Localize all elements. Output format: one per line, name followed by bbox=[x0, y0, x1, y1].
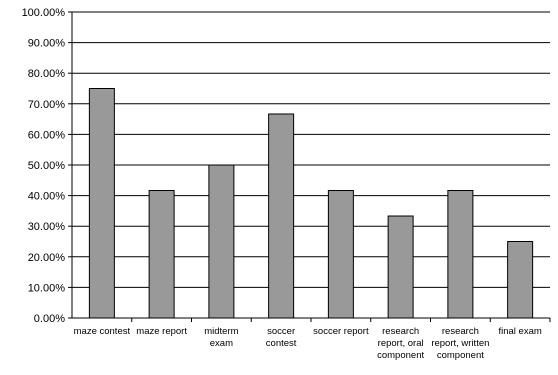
x-category-label-line: midterm bbox=[204, 326, 238, 337]
x-category-label: soccer report bbox=[313, 326, 369, 337]
x-category-label-line: component bbox=[437, 350, 484, 361]
x-category-label: research report, oral component bbox=[377, 326, 424, 361]
x-category-label-line: research bbox=[382, 326, 419, 337]
x-category-label: maze report bbox=[136, 326, 187, 337]
x-category-label-line: report, written bbox=[431, 338, 489, 349]
x-category-label-line: contest bbox=[266, 338, 297, 349]
bar bbox=[507, 241, 534, 319]
bar bbox=[88, 88, 115, 319]
x-category-label: research report, written component bbox=[431, 326, 489, 361]
y-tick-label: 30.00% bbox=[28, 221, 66, 233]
y-tick-label: 20.00% bbox=[28, 252, 66, 264]
x-category-label-line: final exam bbox=[498, 326, 541, 337]
bar bbox=[148, 189, 175, 319]
x-category-label-line: maze report bbox=[136, 326, 187, 337]
y-tick-label: 100.00% bbox=[22, 7, 66, 19]
x-category-label-line: component bbox=[377, 350, 424, 361]
bar bbox=[327, 189, 354, 319]
x-category-label: final exam bbox=[498, 326, 541, 337]
bar bbox=[447, 189, 474, 319]
y-tick-label: 40.00% bbox=[28, 191, 66, 203]
x-category-label: maze contest bbox=[74, 326, 131, 337]
bar bbox=[268, 113, 295, 319]
x-category-label-line: report, oral bbox=[378, 338, 424, 349]
y-tick-label: 80.00% bbox=[28, 68, 66, 80]
x-category-label: midterm exam bbox=[204, 326, 238, 349]
x-category-label-line: maze contest bbox=[74, 326, 131, 337]
y-tick-label: 60.00% bbox=[28, 129, 66, 141]
x-category-label-line: research bbox=[442, 326, 479, 337]
bars bbox=[88, 88, 534, 319]
y-axis-ticks: 0.00% 10.00% 20.00% 30.00% 40.00% 50.00% 60.00… bbox=[22, 7, 72, 325]
y-tick-label: 0.00% bbox=[34, 313, 65, 325]
x-category-label: soccer contest bbox=[266, 326, 297, 349]
x-category-label-line: soccer report bbox=[313, 326, 369, 337]
gridlines bbox=[72, 11, 550, 288]
x-category-label-line: soccer bbox=[267, 326, 295, 337]
x-axis-categories: maze contest maze report midterm exam soccer… bbox=[74, 318, 551, 361]
y-tick-label: 50.00% bbox=[28, 160, 66, 172]
x-category-label-line: exam bbox=[210, 338, 233, 349]
bar bbox=[387, 215, 414, 319]
bar bbox=[208, 164, 235, 319]
y-tick-label: 10.00% bbox=[28, 282, 66, 294]
y-tick-label: 90.00% bbox=[28, 38, 66, 50]
y-tick-label: 70.00% bbox=[28, 99, 66, 111]
